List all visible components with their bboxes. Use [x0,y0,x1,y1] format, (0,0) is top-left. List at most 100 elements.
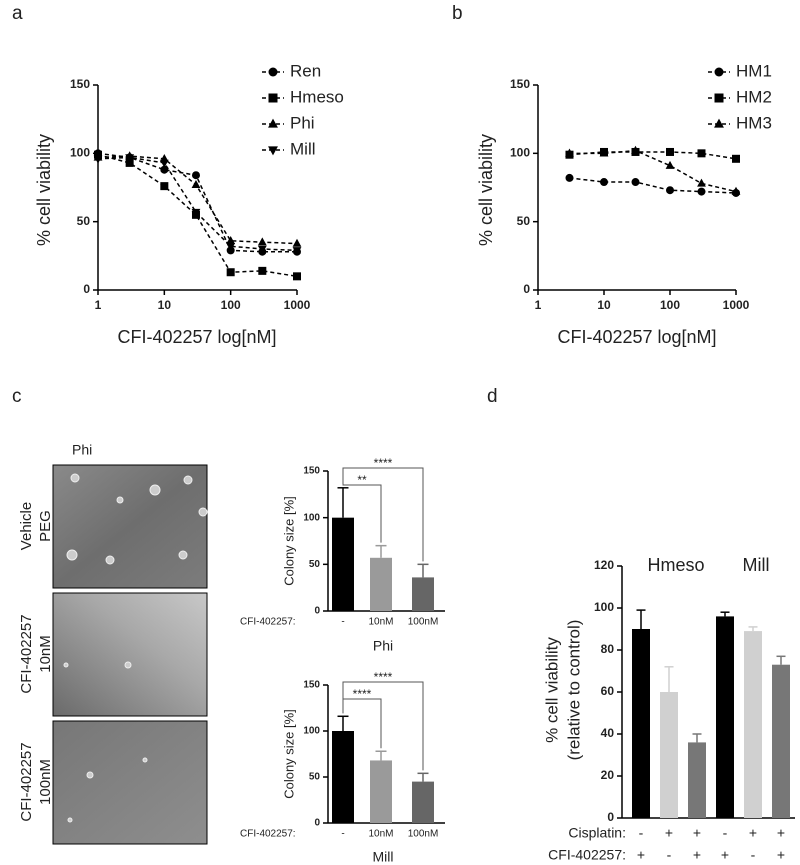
x-tick-label: - [341,829,344,840]
row-value: - [751,847,756,863]
row-value: + [721,847,729,863]
legend-label: HM3 [736,113,772,132]
micrograph [52,464,208,589]
y-tick-label: 0 [314,818,320,829]
row-value: + [749,825,757,841]
chart-title: Mill [373,849,394,865]
micrograph-label: 10nM [37,635,54,673]
data-point [292,247,302,256]
data-point [159,159,169,168]
y-tick-label: 40 [601,726,615,740]
bar [332,517,354,611]
bar [632,629,650,818]
x-tick-label: 10 [597,298,611,312]
row-value: + [777,825,785,841]
bar [332,731,354,823]
y-axis-label: % cell viability [476,134,496,246]
micrographs [52,464,208,845]
x-tick-label: 1 [95,298,102,312]
panel-label: a [12,3,23,24]
x-tick-label: - [341,617,344,628]
series-line [569,151,737,160]
data-point [631,178,640,187]
data-point [191,208,201,217]
legend-marker [714,118,724,128]
y-tick-label: 150 [510,77,530,91]
legend-label: Phi [290,113,315,132]
legend-marker [714,93,724,103]
row-value: - [639,825,644,841]
row-value: + [693,825,701,841]
x-tick-label: 1000 [723,298,750,312]
legend-label: Mill [290,139,316,158]
panel-label: c [12,386,22,407]
panel-label: b [452,3,463,24]
row-value: - [723,825,728,841]
x-axis-label: CFI-402257: [240,617,296,628]
legend-marker [714,67,724,77]
data-point [697,178,706,187]
legend-label: HM2 [736,87,772,106]
significance-label: **** [374,456,393,470]
micrograph-title: Phi [72,442,92,458]
x-tick-label: 100nM [408,617,439,628]
data-point [732,154,740,163]
series-line [97,156,298,252]
colonies [63,473,208,823]
x-tick-label: 1000 [284,298,311,312]
y-tick-label: 100 [594,600,614,614]
data-point [226,243,236,252]
y-tick-label: 100 [303,726,320,737]
y-tick-label: 50 [309,559,321,570]
x-tick-label: 1 [535,298,542,312]
y-tick-label: 100 [510,146,530,160]
data-point [258,266,267,275]
micrograph-label: CFI-402257 [18,614,35,693]
x-tick-label: 10nM [368,829,393,840]
y-tick-label: 100 [303,512,320,523]
data-point [257,245,267,254]
series-line [97,152,297,253]
data-point [93,155,103,164]
significance-bracket [342,467,424,562]
significance-label: **** [353,687,372,701]
micrograph-label: Vehicle [18,502,35,550]
legend-label: Hmeso [290,87,344,106]
y-axis-label: Colony size [%] [281,496,296,586]
row-label: Cisplatin: [568,825,626,841]
bar [716,616,734,818]
data-point [191,179,201,188]
legend-marker [268,146,278,156]
y-tick-label: 150 [70,77,90,91]
data-point [565,173,574,182]
y-tick-label: 0 [523,282,530,296]
significance-label: **** [374,670,393,684]
micrograph-label: 100nM [37,759,54,805]
y-axis-label: % cell viability [34,134,54,246]
data-point [191,171,200,180]
x-axis-label: CFI-402257 log[nM] [557,327,716,347]
legend-marker [268,118,278,128]
micrograph [52,592,208,717]
bar [370,557,392,611]
data-point [599,148,609,157]
data-point [697,187,706,196]
data-point [600,178,608,187]
x-axis-label: CFI-402257 log[nM] [117,327,276,347]
x-tick-label: 100 [660,298,680,312]
y-axis-label: % cell viability [542,637,561,743]
data-point [665,160,675,169]
series-line [97,155,298,245]
legend-label: HM1 [736,61,772,80]
data-point [666,147,674,156]
y-tick-label: 60 [601,684,615,698]
bar [660,692,678,818]
bar [688,742,706,818]
y-tick-label: 0 [607,810,614,824]
x-tick-label: 100 [221,298,241,312]
y-tick-label: 0 [83,282,90,296]
y-tick-label: 100 [70,146,90,160]
x-tick-label: 100nM [408,829,439,840]
data-point [125,154,135,163]
